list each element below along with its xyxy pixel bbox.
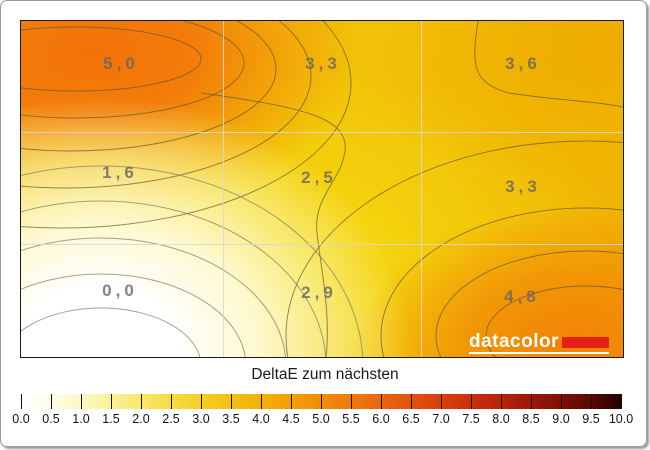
datacolor-logo-text: datacolor <box>468 331 559 352</box>
datacolor-logo: datacolor <box>468 331 609 354</box>
colorbar-tick-label: 4.0 <box>252 412 270 426</box>
colorbar-labels: 0.0 0.5 1.0 1.5 2.0 2.5 3.0 3.5 4.0 4.5 5.0 5.5 6.0 6… <box>12 412 633 427</box>
colorbar-tick <box>261 394 262 409</box>
colorbar-tick <box>231 394 232 409</box>
colorbar-tick-label: 9.5 <box>582 412 600 426</box>
cell-value-label: 0,0 <box>102 281 138 300</box>
colorbar-tick-label: 0.5 <box>42 412 60 426</box>
colorbar-tick <box>561 394 562 409</box>
colorbar-tick <box>591 394 592 409</box>
cell-value-label: 4,8 <box>504 287 540 306</box>
colorbar-title: DeltaE zum nächsten <box>251 366 399 383</box>
colorbar-tick-label: 7.0 <box>432 412 450 426</box>
colorbar-tick <box>291 394 292 409</box>
gridline-vertical-1 <box>223 21 224 357</box>
colorbar-tick-label: 5.0 <box>312 412 330 426</box>
colorbar-tick <box>111 394 112 409</box>
colorbar-tick-label: 7.5 <box>462 412 480 426</box>
colorbar-tick <box>21 394 22 409</box>
colorbar-tick-label: 8.0 <box>492 412 510 426</box>
colorbar-tick-label: 8.5 <box>522 412 540 426</box>
colorbar-tick-label: 4.5 <box>282 412 300 426</box>
colorbar-tick <box>141 394 142 409</box>
colorbar-tick <box>621 394 622 409</box>
colorbar-tick <box>471 394 472 409</box>
gridline-vertical-2 <box>421 21 422 357</box>
colorbar-tick-label: 1.0 <box>72 412 90 426</box>
cell-value-label: 5,0 <box>103 54 139 73</box>
colorbar-tick-label: 3.0 <box>192 412 210 426</box>
colorbar-tick-label: 6.5 <box>402 412 420 426</box>
colorbar-tick-label: 1.5 <box>102 412 120 426</box>
colorbar-tick <box>51 394 52 409</box>
colorbar-tick <box>531 394 532 409</box>
colorbar-ticks <box>21 394 622 409</box>
contour-plot-area: 5,0 3,3 3,6 1,6 2,5 3,3 0,0 2,9 4,8 datacolor <box>20 20 624 358</box>
colorbar-tick-label: 3.5 <box>222 412 240 426</box>
colorbar-tick-label: 10.0 <box>608 412 634 426</box>
colorbar-tick-label: 2.5 <box>162 412 180 426</box>
colorbar-tick <box>411 394 412 409</box>
colorbar-tick <box>201 394 202 409</box>
colorbar-tick <box>321 394 322 409</box>
colorbar-tick <box>171 394 172 409</box>
colorbar-tick-label: 2.0 <box>132 412 150 426</box>
colorbar-tick <box>81 394 82 409</box>
datacolor-logo-red-bar <box>562 337 609 348</box>
cell-value-label: 3,6 <box>505 54 541 73</box>
colorbar-tick <box>441 394 442 409</box>
cell-value-label: 3,3 <box>305 54 341 73</box>
gridline-horizontal-2 <box>21 244 623 245</box>
colorbar-tick-label: 5.5 <box>342 412 360 426</box>
contour-color-field <box>21 21 623 357</box>
cell-value-label: 2,9 <box>301 283 337 302</box>
colorbar-tick <box>351 394 352 409</box>
gridline-horizontal-1 <box>21 132 623 133</box>
colorbar-tick-label: 6.0 <box>372 412 390 426</box>
colorbar-tick-label: 0.0 <box>12 412 30 426</box>
contour-lines <box>21 21 623 357</box>
cell-value-label: 1,6 <box>102 163 138 182</box>
cell-value-label: 3,3 <box>505 177 541 196</box>
colorbar-tick <box>501 394 502 409</box>
cell-value-label: 2,5 <box>301 168 337 187</box>
colorbar-tick <box>381 394 382 409</box>
colorbar-tick-label: 9.0 <box>552 412 570 426</box>
